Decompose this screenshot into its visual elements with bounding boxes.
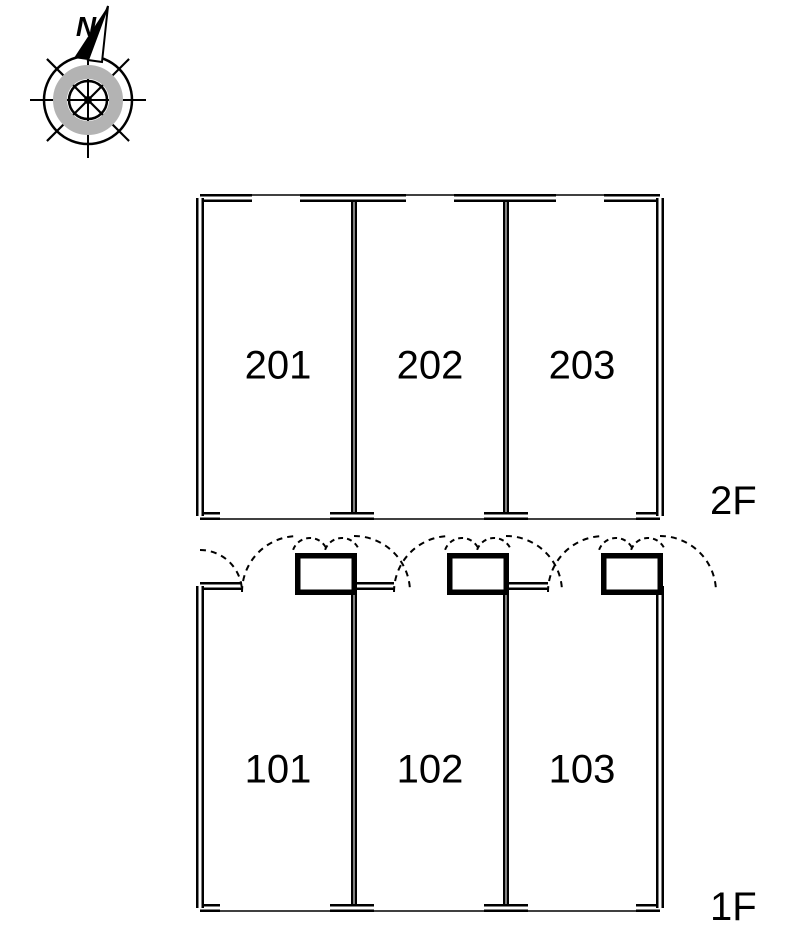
room-label: 202 [397,344,464,388]
room-label: 101 [245,748,312,792]
compass-icon: N [30,6,146,158]
floor-label: 2F [710,479,757,523]
room-label: 103 [549,748,616,792]
room-label: 201 [245,344,312,388]
floor-label: 1F [710,885,757,929]
room-label: 102 [397,748,464,792]
floor-1F: 101 102 103 1F [200,536,757,929]
floorplan-diagram: N 201 202 203 2F 101 102 103 1F [0,0,800,941]
floor-2F: 201 202 203 2F [200,195,757,523]
compass-n-label: N [76,11,97,42]
room-label: 203 [549,344,616,388]
